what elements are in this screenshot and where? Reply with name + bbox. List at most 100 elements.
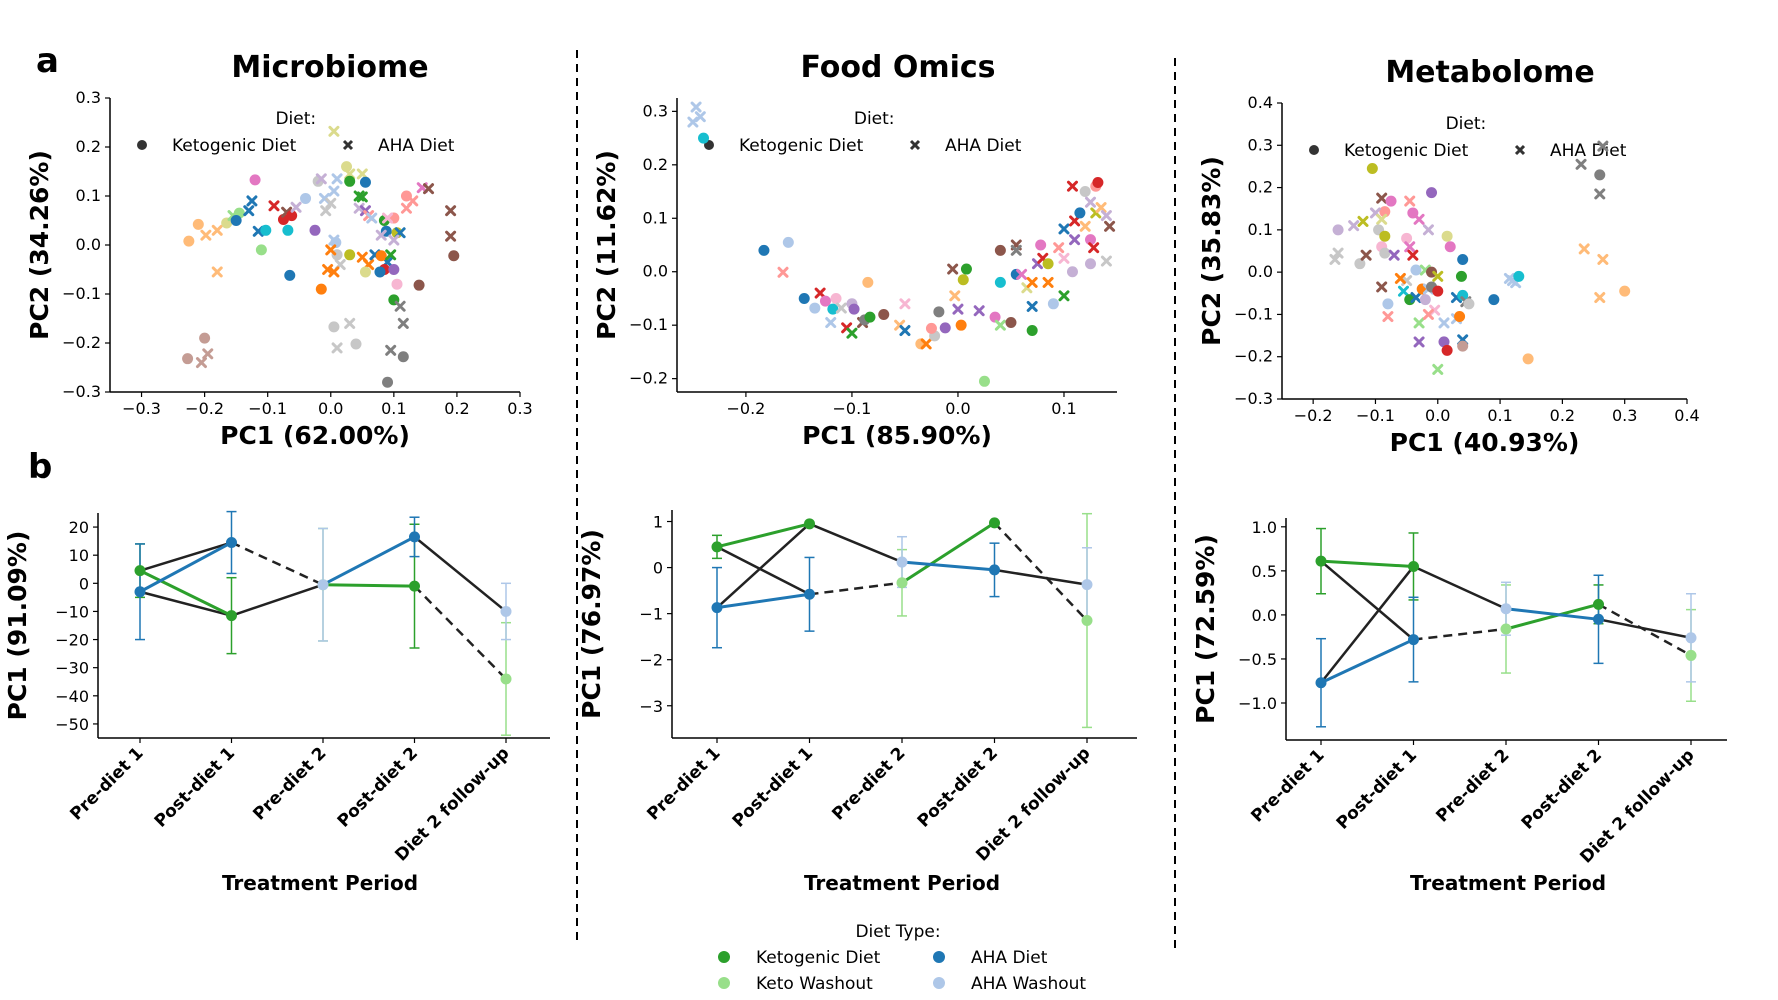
scatter-point-keto bbox=[1457, 289, 1469, 301]
crossover-line bbox=[1320, 560, 1415, 641]
scatter-title: Microbiome bbox=[231, 50, 428, 85]
scatter-point-keto bbox=[1066, 266, 1078, 278]
scatter-point-aha bbox=[356, 168, 368, 180]
crossover-line bbox=[139, 541, 232, 572]
scatter-point-aha bbox=[1100, 210, 1112, 222]
aha-point bbox=[989, 564, 1000, 576]
scatter-point-aha bbox=[1332, 247, 1344, 259]
x-tick-label: 0.0 bbox=[318, 399, 343, 418]
y-tick-label: −0.1 bbox=[1234, 304, 1273, 323]
scatter-point-keto bbox=[1444, 241, 1456, 253]
scatter-point-keto bbox=[1457, 253, 1469, 265]
scatter-point-aha bbox=[1578, 243, 1590, 255]
x-axis-title: PC1 (62.00%) bbox=[220, 421, 410, 450]
y-tick-label: −0.1 bbox=[62, 284, 101, 303]
scatter-point-keto bbox=[1379, 206, 1391, 218]
scatter-point-aha bbox=[1357, 215, 1369, 227]
aha-point bbox=[896, 556, 908, 568]
x-axis-title: Treatment Period bbox=[804, 871, 1000, 895]
scatter-point-keto bbox=[1457, 340, 1469, 352]
scatter-point-keto bbox=[1455, 270, 1467, 282]
legend-marker-circle bbox=[137, 140, 147, 150]
aha-point bbox=[1408, 634, 1419, 646]
scatter-point-keto bbox=[978, 375, 990, 387]
scatter-point-aha bbox=[325, 244, 337, 256]
x-category-label: Post-diet 2 bbox=[914, 743, 1002, 831]
panel-letter-b: b bbox=[28, 447, 52, 487]
scatter-point-keto bbox=[1092, 176, 1104, 188]
scatter-point-aha bbox=[1376, 213, 1388, 225]
scatter-point-keto bbox=[830, 292, 842, 304]
microbiome-pca-scatter: Microbiome −0.3 −0.2 −0.1 0.0 0.1 0.2 0.3 −0.3 −0… bbox=[25, 50, 533, 450]
scatter-point-aha bbox=[331, 342, 343, 354]
scatter-point-aha bbox=[328, 185, 340, 197]
followup-line bbox=[994, 568, 1088, 586]
y-axis-title: PC1 (91.09%) bbox=[3, 531, 32, 721]
scatter-point-aha bbox=[1104, 220, 1116, 232]
scatter-point-aha bbox=[315, 173, 327, 185]
aha-diet-line bbox=[901, 560, 995, 572]
scatter-point-aha bbox=[1016, 268, 1028, 280]
legend-background bbox=[702, 104, 1047, 160]
followup-line bbox=[413, 585, 507, 680]
scatter-point-aha bbox=[994, 319, 1006, 331]
scatter-point-aha bbox=[328, 234, 340, 246]
legend-label-ketogenic: Ketogenic Diet bbox=[1344, 141, 1469, 161]
x-axis-title: Treatment Period bbox=[222, 871, 418, 895]
followup-line bbox=[413, 535, 507, 613]
scatter-point-aha bbox=[211, 266, 223, 278]
scatter-point-keto bbox=[782, 236, 794, 248]
scatter-point-keto bbox=[255, 244, 267, 256]
scatter-point-keto bbox=[282, 224, 294, 236]
keto-point bbox=[1685, 649, 1697, 661]
scatter-point-aha bbox=[1407, 249, 1419, 261]
metabolome-pca-scatter: Metabolome −0.2 −0.1 0.0 0.1 0.2 0.3 0.4 −0.3 −0.… bbox=[1197, 55, 1700, 457]
x-category-label: Pre-diet 1 bbox=[1247, 745, 1328, 826]
scatter-point-keto bbox=[397, 351, 409, 363]
aha-point bbox=[1685, 632, 1697, 644]
scatter-point-keto bbox=[1354, 258, 1366, 270]
scatter-point-keto bbox=[230, 215, 242, 226]
scatter-point-keto bbox=[1379, 230, 1391, 242]
scatter-point-keto bbox=[1401, 232, 1413, 244]
y-tick-label: 0 bbox=[79, 574, 89, 593]
scatter-point-aha bbox=[1079, 220, 1091, 232]
y-tick-label: −1 bbox=[639, 605, 663, 624]
scatter-point-keto bbox=[374, 266, 386, 278]
scatter-point-aha bbox=[385, 344, 397, 356]
y-tick-label: −10 bbox=[55, 602, 89, 621]
scatter-point-keto bbox=[413, 279, 425, 291]
aha-diet-line bbox=[716, 592, 810, 610]
scatter-point-keto bbox=[388, 264, 400, 275]
scatter-point-aha bbox=[1410, 292, 1422, 304]
scatter-point-aha bbox=[814, 287, 826, 299]
scatter-point-aha bbox=[366, 212, 378, 224]
y-tick-label: −20 bbox=[55, 631, 89, 650]
y-tick-label: −0.5 bbox=[1238, 650, 1277, 669]
scatter-point-keto bbox=[1042, 258, 1054, 270]
legend-label-keto-washout: Keto Washout bbox=[756, 974, 873, 994]
scatter-point-aha bbox=[1066, 180, 1078, 192]
x-tick-label: −0.3 bbox=[122, 399, 161, 418]
y-tick-label: 0.3 bbox=[643, 101, 668, 120]
scatter-point-aha bbox=[1095, 202, 1107, 214]
scatter-point-aha bbox=[445, 230, 457, 242]
legend-marker-aha-diet bbox=[933, 951, 945, 963]
scatter-point-keto bbox=[1441, 230, 1453, 242]
scatter-point-aha bbox=[1404, 241, 1416, 253]
x-tick-label: 0.0 bbox=[945, 399, 970, 418]
legend-title: Diet: bbox=[1446, 114, 1487, 134]
x-tick-label: −0.1 bbox=[1356, 406, 1395, 425]
y-tick-label: −2 bbox=[639, 651, 663, 670]
y-axis-title: PC1 (76.97%) bbox=[577, 529, 606, 719]
aha-point bbox=[317, 579, 329, 591]
scatter-point-aha bbox=[328, 266, 340, 278]
x-tick-label: 0.0 bbox=[1425, 406, 1450, 425]
keto-point bbox=[804, 518, 815, 530]
scatter-point-keto bbox=[309, 224, 321, 236]
scatter-point-aha bbox=[445, 205, 457, 217]
followup-line bbox=[1597, 603, 1692, 657]
scatter-title: Metabolome bbox=[1385, 55, 1594, 90]
scatter-point-keto bbox=[286, 210, 298, 222]
scatter-point-aha bbox=[394, 300, 406, 312]
